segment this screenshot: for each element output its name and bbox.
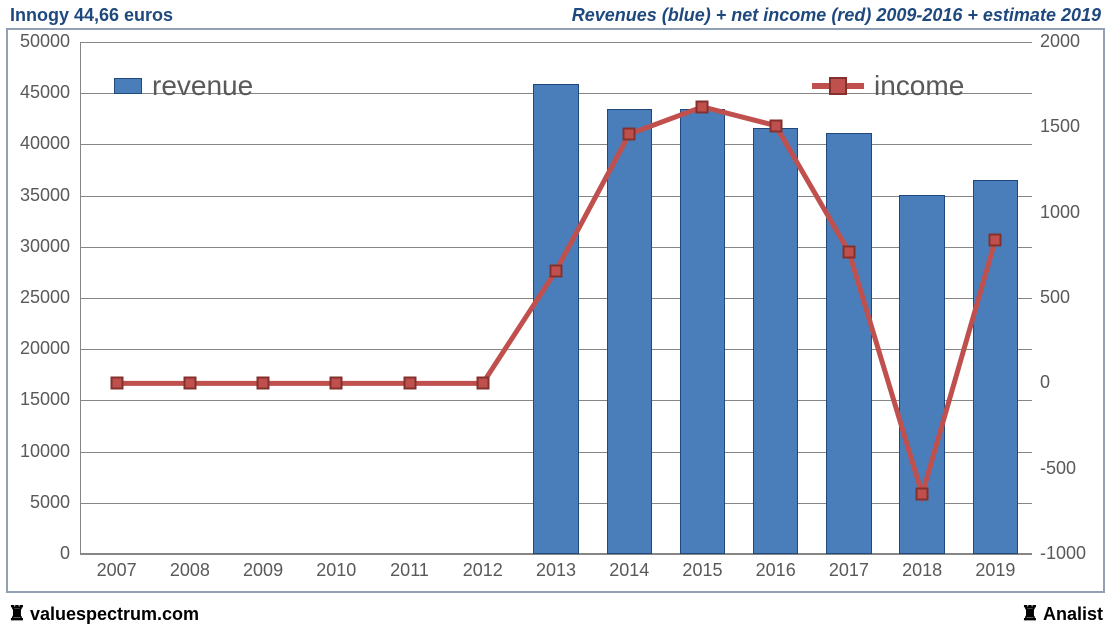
xtick: 2011	[390, 560, 429, 581]
revenue-bar	[680, 109, 725, 554]
plot-area	[80, 42, 1032, 554]
footer-right-text: Analist	[1043, 604, 1103, 624]
footer-left: ♜valuespectrum.com	[8, 604, 199, 625]
ytick-right: 2000	[1040, 31, 1080, 52]
chart-container: revenue income 0500010000150002000025000…	[6, 28, 1105, 593]
ytick-left: 15000	[20, 389, 70, 410]
ytick-left: 40000	[20, 133, 70, 154]
income-marker	[989, 233, 1002, 246]
xtick: 2010	[316, 560, 356, 581]
income-marker	[330, 377, 343, 390]
revenue-bar	[753, 128, 798, 554]
rook-icon: ♜	[1021, 603, 1039, 625]
ytick-right: 1000	[1040, 202, 1080, 223]
income-marker	[842, 245, 855, 258]
ytick-left: 0	[60, 543, 70, 564]
income-marker	[916, 488, 929, 501]
income-marker	[476, 377, 489, 390]
ytick-left: 5000	[30, 492, 70, 513]
income-marker	[403, 377, 416, 390]
chart-header: Innogy 44,66 euros Revenues (blue) + net…	[0, 0, 1111, 28]
xtick: 2007	[97, 560, 137, 581]
legend-revenue-swatch	[114, 78, 142, 94]
xtick: 2019	[975, 560, 1015, 581]
income-marker	[623, 128, 636, 141]
ytick-right: -500	[1040, 458, 1076, 479]
income-marker	[769, 119, 782, 132]
income-marker	[257, 377, 270, 390]
xtick: 2015	[682, 560, 722, 581]
revenue-bar	[533, 84, 578, 554]
legend-revenue: revenue	[114, 70, 253, 102]
grid-line	[80, 554, 1032, 555]
xtick: 2008	[170, 560, 210, 581]
revenue-bar	[607, 109, 652, 554]
ytick-right: 500	[1040, 287, 1070, 308]
income-marker	[183, 377, 196, 390]
legend-income: income	[812, 70, 964, 102]
rook-icon: ♜	[8, 603, 26, 625]
ytick-right: 1500	[1040, 116, 1080, 137]
legend-income-label: income	[874, 70, 964, 102]
title-right: Revenues (blue) + net income (red) 2009-…	[572, 5, 1101, 26]
footer-right: ♜Analist	[1021, 604, 1103, 625]
ytick-left: 25000	[20, 287, 70, 308]
legend-revenue-label: revenue	[152, 70, 253, 102]
y-axis-left	[80, 42, 81, 554]
xtick: 2016	[756, 560, 796, 581]
xtick: 2018	[902, 560, 942, 581]
ytick-right: -1000	[1040, 543, 1086, 564]
chart-footer: ♜valuespectrum.com ♜Analist	[4, 604, 1107, 625]
income-marker	[696, 100, 709, 113]
footer-left-text: valuespectrum.com	[30, 604, 199, 624]
grid-line	[80, 42, 1032, 43]
xtick: 2013	[536, 560, 576, 581]
xtick: 2017	[829, 560, 869, 581]
ytick-left: 35000	[20, 185, 70, 206]
ytick-left: 50000	[20, 31, 70, 52]
title-left: Innogy 44,66 euros	[10, 5, 173, 26]
legend-income-swatch	[812, 83, 864, 89]
xtick: 2009	[243, 560, 283, 581]
ytick-right: 0	[1040, 372, 1050, 393]
ytick-left: 30000	[20, 236, 70, 257]
ytick-left: 45000	[20, 82, 70, 103]
ytick-left: 10000	[20, 441, 70, 462]
income-marker	[550, 264, 563, 277]
ytick-left: 20000	[20, 338, 70, 359]
xtick: 2014	[609, 560, 649, 581]
income-marker	[110, 377, 123, 390]
revenue-bar	[826, 133, 871, 554]
xtick: 2012	[463, 560, 503, 581]
